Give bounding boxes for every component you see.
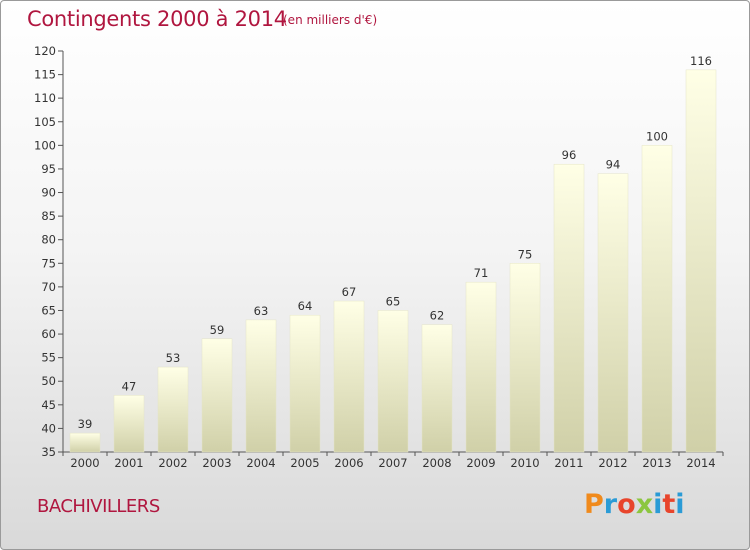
place-name: BACHIVILLERS xyxy=(37,496,160,517)
bar-2004 xyxy=(245,319,277,453)
x-tick-label: 2009 xyxy=(466,456,495,470)
bar-2001 xyxy=(113,395,145,453)
brand-letter: o xyxy=(617,489,636,520)
x-tick-label: 2006 xyxy=(334,456,363,470)
bar-2012 xyxy=(597,173,629,453)
bar-2013 xyxy=(641,145,673,453)
data-label-2014: 116 xyxy=(690,54,712,68)
brand-letter: x xyxy=(635,489,654,520)
y-tick-label: 90 xyxy=(41,186,56,200)
y-axis: 35 40 45 50 55 60 65 70 75 80 85 90 95 100 105 110 115 12… xyxy=(34,44,64,459)
y-tick-label: 75 xyxy=(41,256,56,270)
data-label-2000: 39 xyxy=(78,417,93,431)
bar-2008 xyxy=(421,324,453,453)
brand-letter: P xyxy=(584,489,604,520)
x-tick-label: 2004 xyxy=(246,456,275,470)
data-label-2013: 100 xyxy=(646,129,668,143)
y-tick-label: 80 xyxy=(41,233,56,247)
x-tick-label: 2012 xyxy=(598,456,627,470)
brand-letter: i xyxy=(675,489,685,520)
y-tick-label: 60 xyxy=(41,327,56,341)
data-label-2012: 94 xyxy=(606,158,621,172)
x-tick-label: 2008 xyxy=(422,456,451,470)
chart-title: Contingents 2000 à 2014 xyxy=(27,7,287,31)
bar-2009 xyxy=(465,281,497,453)
bar-2010 xyxy=(509,263,541,453)
bars xyxy=(69,69,717,453)
y-tick-label: 70 xyxy=(41,280,56,294)
data-labels: 39 47 53 59 63 64 67 65 62 71 75 96 94 100 116 xyxy=(78,54,712,431)
x-tick-label: 2011 xyxy=(554,456,583,470)
data-label-2007: 65 xyxy=(386,294,401,308)
y-tick-label: 40 xyxy=(41,421,56,435)
x-tick-label: 2003 xyxy=(202,456,231,470)
y-tick-label: 45 xyxy=(41,398,56,412)
x-tick-label: 2000 xyxy=(70,456,99,470)
data-label-2005: 64 xyxy=(298,299,313,313)
x-axis: 2000 2001 2002 2003 2004 2005 2006 2007 2008 2009… xyxy=(62,451,724,470)
y-tick-label: 120 xyxy=(34,44,56,58)
x-tick-label: 2001 xyxy=(114,456,143,470)
data-label-2004: 63 xyxy=(254,304,269,318)
data-label-2006: 67 xyxy=(342,285,357,299)
y-tick-label: 95 xyxy=(41,162,56,176)
y-tick-label: 115 xyxy=(34,68,56,82)
data-label-2011: 96 xyxy=(562,148,577,162)
data-label-2003: 59 xyxy=(210,323,225,337)
bar-2006 xyxy=(333,300,365,453)
brand-letter: i xyxy=(653,489,663,520)
chart-subtitle: (en milliers d'€) xyxy=(283,13,378,27)
data-label-2010: 75 xyxy=(518,247,533,261)
brand-logo: Proxiti xyxy=(584,489,685,520)
bar-2002 xyxy=(157,366,189,453)
bar-2005 xyxy=(289,314,321,453)
data-label-2002: 53 xyxy=(166,351,181,365)
brand-letter: t xyxy=(662,489,676,520)
y-tick-label: 55 xyxy=(41,351,56,365)
bar-2011 xyxy=(553,163,585,453)
x-tick-label: 2010 xyxy=(510,456,539,470)
x-tick-label: 2002 xyxy=(158,456,187,470)
y-tick-label: 105 xyxy=(34,115,56,129)
bar-2003 xyxy=(201,338,233,453)
y-tick-label: 85 xyxy=(41,209,56,223)
y-tick-label: 110 xyxy=(34,91,56,105)
y-tick-label: 100 xyxy=(34,138,56,152)
bar-2014 xyxy=(685,69,717,453)
x-tick-label: 2013 xyxy=(642,456,671,470)
brand-letter: r xyxy=(603,489,618,520)
data-label-2008: 62 xyxy=(430,309,445,323)
x-tick-label: 2014 xyxy=(686,456,715,470)
bar-2007 xyxy=(377,310,409,453)
y-tick-label: 35 xyxy=(41,445,56,459)
data-label-2009: 71 xyxy=(474,266,489,280)
bar-2000 xyxy=(69,432,101,453)
y-tick-label: 50 xyxy=(41,374,56,388)
x-tick-label: 2005 xyxy=(290,456,319,470)
y-tick-label: 65 xyxy=(41,303,56,317)
data-label-2001: 47 xyxy=(122,379,137,393)
x-tick-label: 2007 xyxy=(378,456,407,470)
